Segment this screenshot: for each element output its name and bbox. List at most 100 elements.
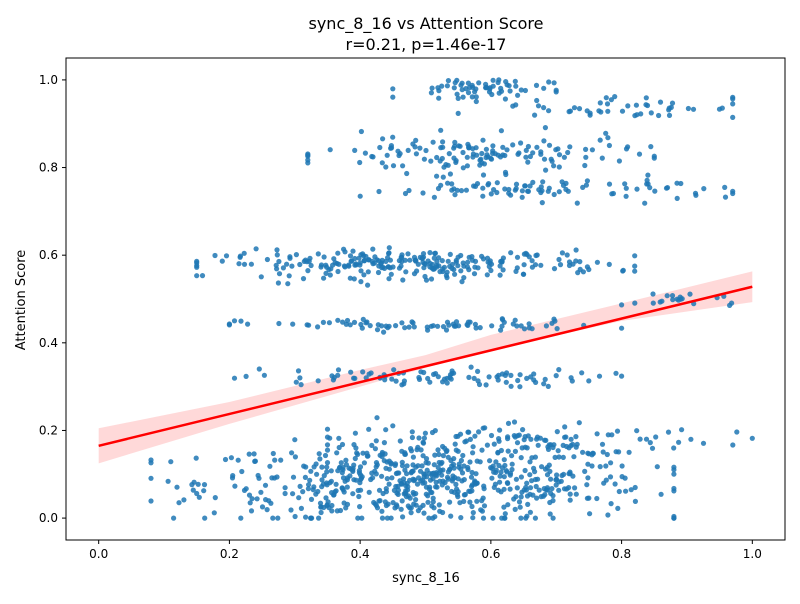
data-point bbox=[549, 486, 555, 492]
data-point bbox=[557, 262, 564, 268]
data-point bbox=[634, 428, 640, 434]
data-point bbox=[514, 440, 521, 446]
x-tick-label: 0.4 bbox=[351, 547, 370, 561]
data-point bbox=[597, 100, 603, 106]
data-point bbox=[671, 464, 677, 470]
data-point bbox=[416, 475, 422, 481]
data-point bbox=[341, 489, 347, 495]
data-point bbox=[509, 453, 515, 459]
data-point bbox=[512, 506, 518, 512]
data-point bbox=[553, 87, 559, 93]
data-point bbox=[530, 179, 536, 185]
data-point bbox=[305, 486, 311, 492]
data-point bbox=[507, 88, 513, 94]
data-point bbox=[550, 444, 556, 451]
data-point bbox=[536, 487, 542, 493]
data-point bbox=[264, 256, 270, 263]
data-point bbox=[304, 322, 310, 328]
data-point bbox=[497, 427, 503, 433]
data-point bbox=[444, 275, 450, 281]
data-point bbox=[429, 85, 435, 91]
data-point bbox=[567, 144, 573, 150]
data-point bbox=[669, 100, 676, 106]
data-point bbox=[440, 268, 446, 275]
data-point bbox=[505, 448, 511, 454]
data-point bbox=[491, 187, 497, 193]
data-point bbox=[563, 186, 569, 192]
data-point bbox=[336, 444, 342, 451]
data-point bbox=[454, 492, 460, 498]
data-point bbox=[420, 190, 426, 196]
data-point bbox=[461, 463, 467, 469]
data-point bbox=[440, 467, 446, 473]
data-point bbox=[374, 462, 380, 468]
data-point bbox=[365, 282, 371, 288]
data-point bbox=[512, 78, 518, 84]
data-point bbox=[599, 441, 606, 447]
data-point bbox=[450, 476, 456, 482]
data-point bbox=[679, 427, 685, 433]
data-point bbox=[551, 163, 557, 169]
data-point bbox=[393, 378, 399, 384]
data-point bbox=[406, 324, 412, 330]
data-point bbox=[413, 464, 419, 470]
data-point bbox=[386, 276, 392, 282]
data-point bbox=[402, 325, 408, 331]
data-point bbox=[429, 503, 435, 509]
data-point bbox=[594, 259, 601, 265]
data-point bbox=[388, 145, 395, 151]
data-point bbox=[415, 508, 421, 514]
data-point bbox=[515, 92, 521, 98]
data-point bbox=[605, 135, 611, 141]
data-point bbox=[394, 503, 400, 510]
data-point bbox=[427, 264, 433, 270]
data-point bbox=[316, 451, 322, 457]
data-point bbox=[693, 192, 699, 198]
data-point bbox=[596, 373, 603, 379]
data-point bbox=[443, 448, 449, 455]
data-point bbox=[394, 470, 401, 476]
data-point bbox=[449, 181, 455, 187]
data-point bbox=[341, 263, 347, 269]
data-point bbox=[490, 143, 496, 149]
data-point bbox=[603, 463, 609, 469]
data-point bbox=[525, 188, 532, 194]
data-point bbox=[425, 327, 431, 333]
data-point bbox=[454, 187, 460, 193]
data-point bbox=[502, 96, 508, 102]
data-point bbox=[202, 515, 208, 521]
data-point bbox=[461, 477, 467, 483]
data-point bbox=[519, 194, 525, 200]
data-point bbox=[324, 434, 331, 440]
data-point bbox=[508, 250, 514, 256]
data-point bbox=[420, 259, 426, 265]
y-tick-label: 0.2 bbox=[39, 423, 58, 437]
data-point bbox=[615, 505, 621, 511]
data-point bbox=[608, 501, 614, 507]
data-point bbox=[606, 181, 613, 187]
data-point bbox=[301, 463, 307, 469]
data-point bbox=[518, 455, 524, 461]
data-point bbox=[572, 485, 578, 491]
data-point bbox=[427, 484, 433, 490]
data-point bbox=[671, 513, 677, 520]
data-point bbox=[297, 483, 303, 489]
data-point bbox=[511, 419, 518, 425]
data-point bbox=[586, 378, 592, 384]
data-point bbox=[376, 487, 383, 493]
data-point bbox=[357, 464, 364, 470]
data-point bbox=[408, 446, 414, 452]
data-point bbox=[306, 482, 312, 488]
data-point bbox=[388, 271, 394, 277]
data-point bbox=[446, 322, 452, 328]
data-point bbox=[467, 459, 473, 465]
data-point bbox=[658, 491, 664, 497]
data-point bbox=[619, 373, 625, 379]
data-point bbox=[498, 469, 504, 475]
data-point bbox=[351, 276, 357, 282]
data-point bbox=[486, 374, 492, 380]
data-point bbox=[730, 114, 736, 120]
data-point bbox=[285, 281, 291, 287]
data-point bbox=[480, 137, 486, 143]
data-point bbox=[506, 186, 512, 193]
